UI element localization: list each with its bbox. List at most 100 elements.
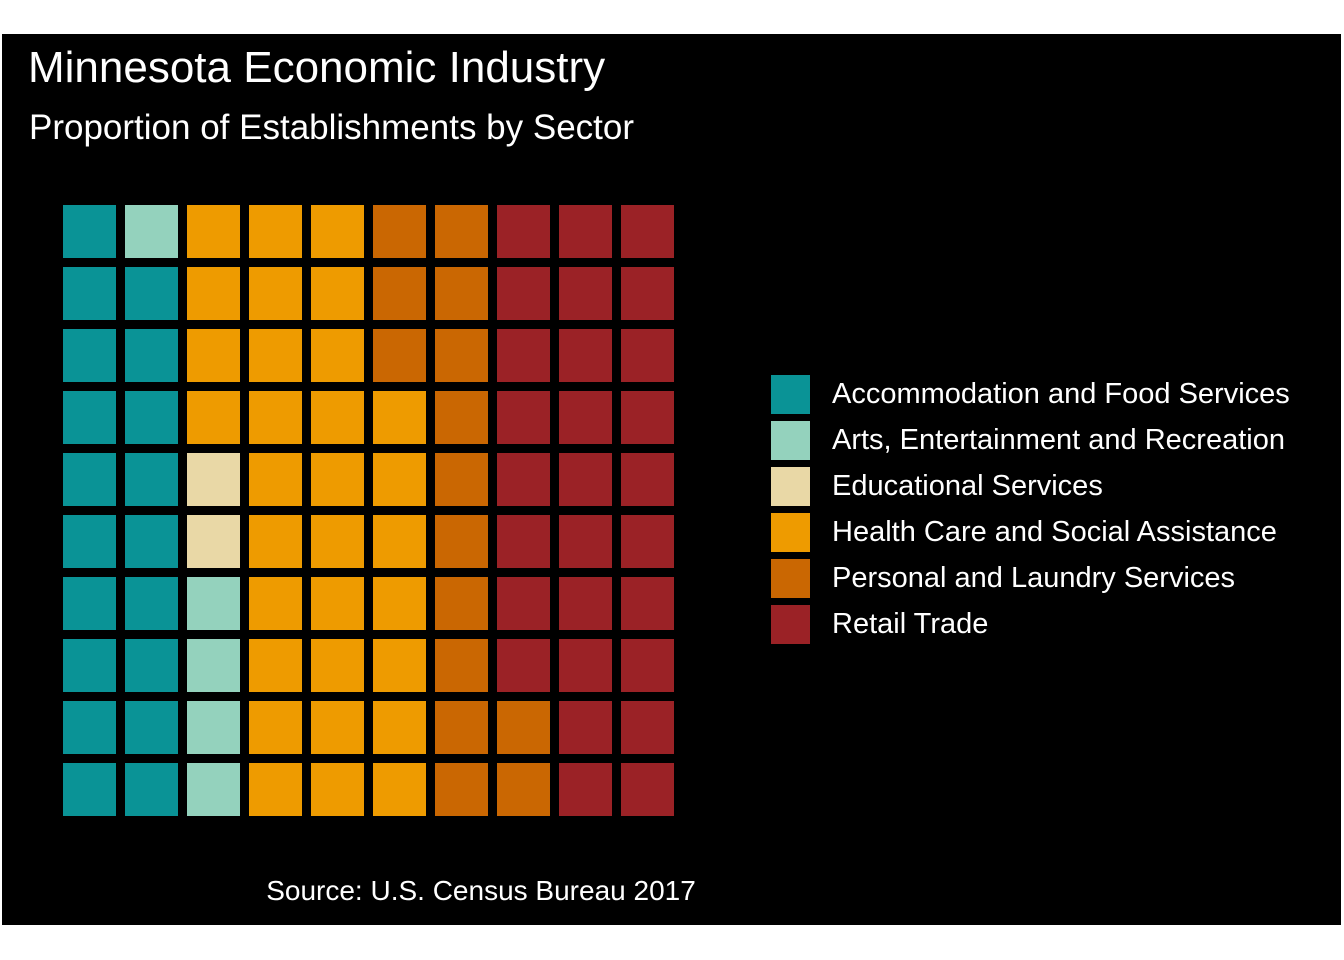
waffle-cell-retail-trade: [559, 391, 612, 444]
waffle-cell-retail-trade: [559, 453, 612, 506]
waffle-cell-personal-and-laundry-services: [497, 763, 550, 816]
chart-subtitle: Proportion of Establishments by Sector: [29, 108, 635, 147]
waffle-cell-health-care-and-social-assistance: [311, 391, 364, 444]
waffle-cell-retail-trade: [621, 701, 674, 754]
legend-label: Health Care and Social Assistance: [832, 516, 1277, 548]
legend-swatch: [771, 559, 810, 598]
waffle-cell-accommodation-and-food-services: [63, 267, 116, 320]
waffle-cell-accommodation-and-food-services: [63, 701, 116, 754]
waffle-cell-health-care-and-social-assistance: [311, 515, 364, 568]
waffle-cell-health-care-and-social-assistance: [249, 453, 302, 506]
chart-caption: Source: U.S. Census Bureau 2017: [266, 875, 696, 906]
waffle-cell-retail-trade: [621, 639, 674, 692]
legend-label: Personal and Laundry Services: [832, 562, 1236, 594]
waffle-cell-health-care-and-social-assistance: [311, 205, 364, 258]
legend-swatch: [771, 375, 810, 414]
waffle-cell-health-care-and-social-assistance: [311, 639, 364, 692]
waffle-cell-retail-trade: [559, 329, 612, 382]
waffle-cell-health-care-and-social-assistance: [373, 701, 426, 754]
waffle-cell-health-care-and-social-assistance: [187, 267, 240, 320]
waffle-cell-retail-trade: [497, 391, 550, 444]
waffle-cell-accommodation-and-food-services: [125, 267, 178, 320]
waffle-cell-health-care-and-social-assistance: [373, 763, 426, 816]
waffle-cell-arts-entertainment-and-recreation: [125, 205, 178, 258]
legend-label: Educational Services: [832, 470, 1103, 502]
waffle-cell-retail-trade: [621, 205, 674, 258]
waffle-cell-personal-and-laundry-services: [373, 329, 426, 382]
waffle-cell-health-care-and-social-assistance: [249, 391, 302, 444]
waffle-cell-health-care-and-social-assistance: [373, 453, 426, 506]
waffle-cell-accommodation-and-food-services: [63, 763, 116, 816]
waffle-cell-personal-and-laundry-services: [373, 205, 426, 258]
waffle-cell-health-care-and-social-assistance: [249, 763, 302, 816]
chart-title: Minnesota Economic Industry: [28, 43, 606, 92]
legend-label: Retail Trade: [832, 608, 989, 640]
waffle-cell-accommodation-and-food-services: [125, 515, 178, 568]
waffle-cell-retail-trade: [621, 515, 674, 568]
waffle-cell-personal-and-laundry-services: [435, 205, 488, 258]
waffle-cell-health-care-and-social-assistance: [249, 639, 302, 692]
waffle-cell-personal-and-laundry-services: [435, 329, 488, 382]
legend-swatch: [771, 605, 810, 644]
waffle-cell-health-care-and-social-assistance: [373, 577, 426, 630]
waffle-cell-health-care-and-social-assistance: [187, 205, 240, 258]
waffle-cell-accommodation-and-food-services: [125, 577, 178, 630]
legend-swatch: [771, 467, 810, 506]
waffle-cell-retail-trade: [559, 639, 612, 692]
waffle-cell-retail-trade: [621, 329, 674, 382]
waffle-cell-health-care-and-social-assistance: [311, 701, 364, 754]
waffle-cell-accommodation-and-food-services: [63, 639, 116, 692]
waffle-cell-health-care-and-social-assistance: [187, 391, 240, 444]
waffle-cell-retail-trade: [559, 515, 612, 568]
waffle-cell-retail-trade: [559, 577, 612, 630]
waffle-cell-retail-trade: [497, 453, 550, 506]
waffle-cell-arts-entertainment-and-recreation: [187, 763, 240, 816]
waffle-cell-retail-trade: [621, 453, 674, 506]
waffle-cell-health-care-and-social-assistance: [249, 577, 302, 630]
waffle-cell-educational-services: [187, 453, 240, 506]
waffle-cell-personal-and-laundry-services: [435, 453, 488, 506]
legend-swatch: [771, 421, 810, 460]
waffle-cell-personal-and-laundry-services: [435, 515, 488, 568]
waffle-cell-retail-trade: [497, 515, 550, 568]
waffle-cell-arts-entertainment-and-recreation: [187, 639, 240, 692]
waffle-cell-accommodation-and-food-services: [63, 577, 116, 630]
waffle-cell-retail-trade: [621, 577, 674, 630]
waffle-cell-health-care-and-social-assistance: [373, 639, 426, 692]
waffle-cell-accommodation-and-food-services: [125, 639, 178, 692]
waffle-cell-accommodation-and-food-services: [125, 453, 178, 506]
waffle-cell-health-care-and-social-assistance: [311, 763, 364, 816]
waffle-cell-health-care-and-social-assistance: [311, 577, 364, 630]
waffle-cell-health-care-and-social-assistance: [249, 701, 302, 754]
legend-label: Arts, Entertainment and Recreation: [832, 424, 1285, 456]
waffle-cell-retail-trade: [497, 205, 550, 258]
waffle-cell-health-care-and-social-assistance: [249, 329, 302, 382]
waffle-cell-retail-trade: [559, 267, 612, 320]
waffle-cell-personal-and-laundry-services: [435, 267, 488, 320]
waffle-cell-retail-trade: [497, 267, 550, 320]
waffle-cell-retail-trade: [621, 267, 674, 320]
waffle-cell-retail-trade: [559, 763, 612, 816]
waffle-cell-retail-trade: [497, 639, 550, 692]
waffle-cell-health-care-and-social-assistance: [311, 267, 364, 320]
waffle-cell-arts-entertainment-and-recreation: [187, 577, 240, 630]
waffle-cell-accommodation-and-food-services: [125, 701, 178, 754]
waffle-cell-personal-and-laundry-services: [435, 763, 488, 816]
waffle-cell-personal-and-laundry-services: [435, 639, 488, 692]
waffle-cell-health-care-and-social-assistance: [311, 329, 364, 382]
legend-swatch: [771, 513, 810, 552]
waffle-cell-personal-and-laundry-services: [435, 577, 488, 630]
waffle-cell-retail-trade: [497, 329, 550, 382]
waffle-cell-accommodation-and-food-services: [125, 329, 178, 382]
waffle-cell-accommodation-and-food-services: [63, 453, 116, 506]
waffle-cell-retail-trade: [559, 205, 612, 258]
waffle-cell-accommodation-and-food-services: [63, 329, 116, 382]
waffle-cell-retail-trade: [559, 701, 612, 754]
waffle-cell-retail-trade: [621, 763, 674, 816]
waffle-cell-educational-services: [187, 515, 240, 568]
waffle-cell-personal-and-laundry-services: [435, 701, 488, 754]
waffle-cell-accommodation-and-food-services: [125, 391, 178, 444]
waffle-cell-health-care-and-social-assistance: [187, 329, 240, 382]
waffle-cell-retail-trade: [621, 391, 674, 444]
